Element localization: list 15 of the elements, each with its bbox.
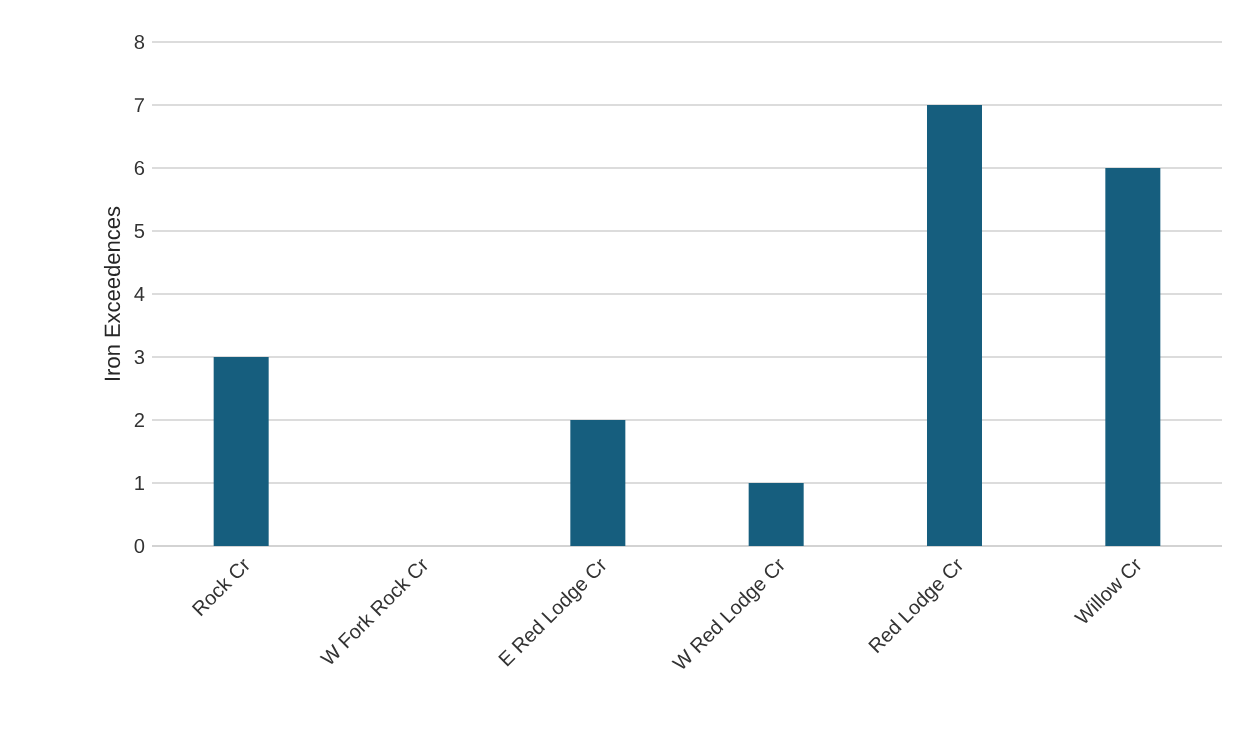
y-tick-label: 8 <box>134 34 145 50</box>
bar <box>927 105 982 546</box>
bar <box>748 483 804 546</box>
y-tick-label: 4 <box>134 287 145 301</box>
y-tick-label: 2 <box>134 413 144 427</box>
bar <box>1105 168 1161 546</box>
y-tick-label: 1 <box>135 476 144 490</box>
bar <box>570 420 626 546</box>
y-tick-label: 6 <box>134 160 145 176</box>
y-tick-label: 7 <box>134 98 144 112</box>
bar <box>213 357 269 546</box>
y-tick-label: 0 <box>134 538 145 554</box>
y-axis-title: Iron Exceedences <box>103 206 121 381</box>
y-tick-label: 5 <box>134 224 145 238</box>
y-tick-label: 3 <box>134 349 145 365</box>
